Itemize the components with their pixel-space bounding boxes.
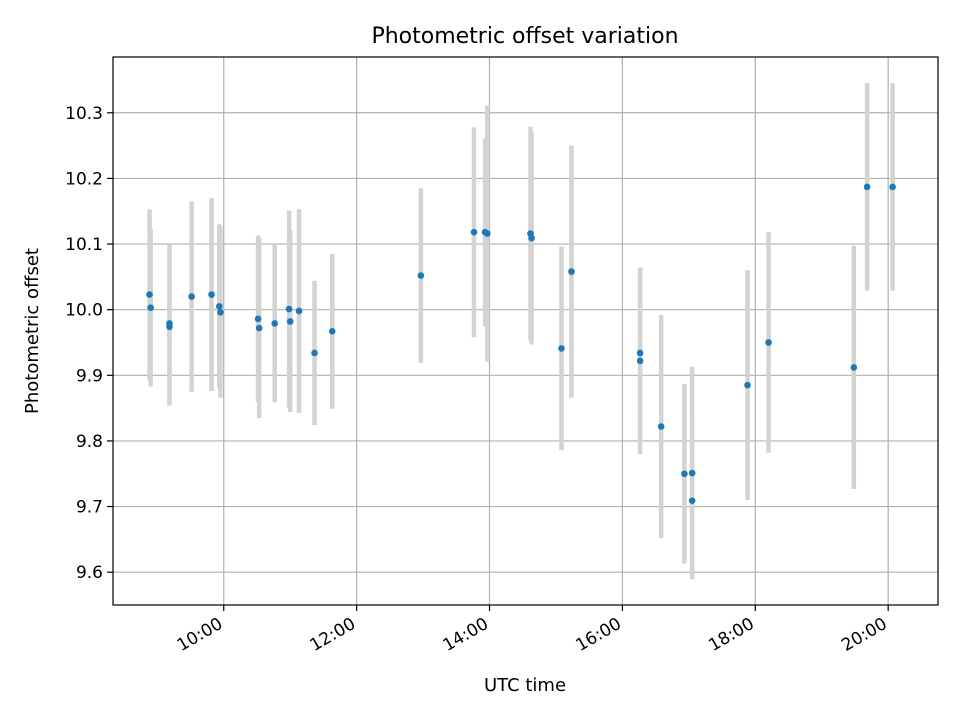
y-tick-label: 9.8	[76, 432, 103, 452]
data-point	[657, 423, 665, 430]
data-point	[688, 497, 696, 504]
data-point	[688, 469, 696, 477]
grid	[113, 57, 938, 605]
data-point	[216, 303, 223, 310]
plot-frame	[112, 56, 939, 606]
data-point	[328, 328, 336, 335]
data-points	[146, 183, 896, 504]
data-point	[146, 291, 153, 298]
data-point	[285, 305, 293, 313]
data-point	[863, 183, 871, 191]
data-point	[311, 349, 318, 357]
data-point	[286, 318, 294, 325]
data-point	[470, 228, 478, 236]
data-point	[147, 304, 154, 312]
data-point	[217, 308, 224, 316]
data-point	[681, 470, 688, 478]
data-point	[636, 357, 644, 365]
data-point	[568, 268, 575, 275]
y-tick-label: 10.0	[65, 301, 103, 321]
data-point	[188, 293, 195, 300]
data-point	[636, 349, 644, 357]
y-tick-label: 10.3	[65, 104, 103, 124]
y-axis-label: Photometric offset	[22, 248, 43, 414]
data-point	[254, 315, 262, 323]
data-point	[271, 320, 278, 327]
y-tick-label: 9.9	[76, 366, 103, 386]
y-tick-label: 9.6	[76, 563, 103, 583]
data-point	[765, 339, 772, 346]
data-point	[417, 272, 425, 279]
data-point	[166, 323, 173, 331]
chart-title: Photometric offset variation	[371, 24, 678, 49]
x-axis-label: UTC time	[484, 675, 566, 696]
data-point	[483, 230, 491, 237]
data-point	[208, 291, 215, 298]
data-point	[295, 307, 303, 315]
y-tick-label: 10.1	[65, 235, 103, 255]
data-point	[558, 345, 565, 352]
y-tick-label: 9.7	[76, 498, 103, 518]
data-point	[850, 364, 858, 371]
y-tick-label: 10.2	[65, 169, 103, 189]
data-point	[744, 381, 751, 389]
data-point	[889, 183, 896, 191]
data-point	[528, 234, 535, 242]
data-point	[255, 324, 263, 332]
y-axis-ticks: 9.6 9.7 9.8 9.9 10.0 10.1 10.2 10.3	[65, 104, 113, 583]
